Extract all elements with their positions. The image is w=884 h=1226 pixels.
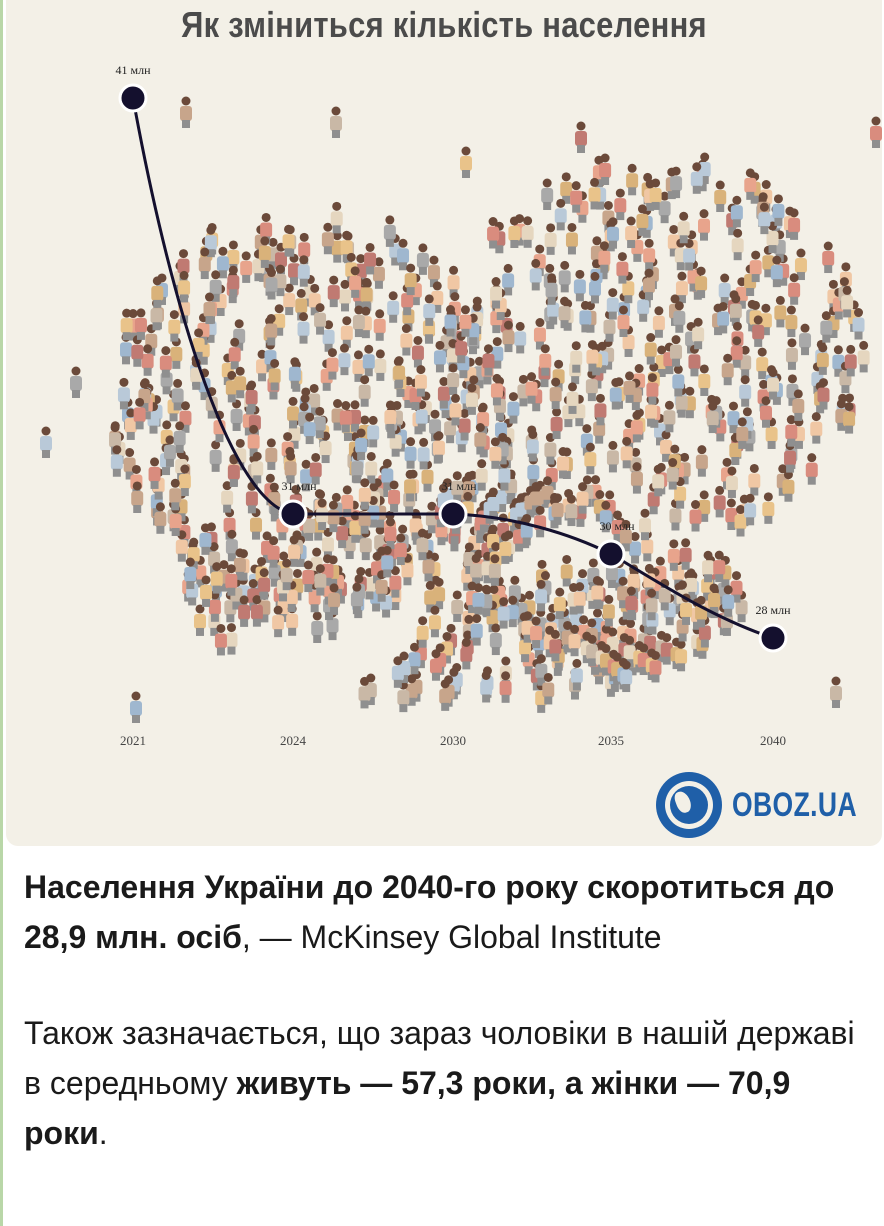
series-line (131, 97, 774, 640)
caption-paragraph-1: Населення України до 2040-го року скорот… (24, 862, 874, 962)
globe-icon (656, 772, 722, 838)
chart-title: Як зміниться кількість населення (181, 4, 707, 45)
caption-end: . (98, 1115, 108, 1151)
caption-paragraph-2: Також зазначається, що зараз чоловіки в … (24, 1008, 874, 1158)
caption-headline: Населення України до 2040-го року скорот… (24, 869, 835, 955)
data-point-2040 (758, 623, 788, 653)
data-label-2030: 31 млн (441, 479, 477, 493)
data-point-2021 (118, 83, 148, 113)
data-label-2024: 31 млн (281, 479, 317, 493)
x-tick-label: 2030 (440, 733, 466, 748)
oboz-logo[interactable]: OBOZ.UA (656, 770, 882, 840)
caption-source: , — McKinsey Global Institute (241, 919, 662, 955)
message-text: Населення України до 2040-го року скорот… (24, 862, 874, 1158)
caption-text: Також зазначається, що зараз чоловіки в … (24, 1015, 855, 1101)
data-label-2035: 30 млн (599, 519, 635, 533)
infographic-card[interactable]: Як зміниться кількість населення 41 млн 3… (6, 0, 882, 846)
caption-lifespan: живуть — 57,3 роки, а жінки — 70,9 роки (24, 1065, 791, 1151)
x-tick-label: 2040 (760, 733, 786, 748)
crowd-illustration (40, 96, 882, 723)
data-point-2024 (278, 499, 308, 529)
data-point-2030 (438, 499, 468, 529)
data-point-2035 (596, 539, 626, 569)
logo-text: OBOZ.UA (732, 785, 858, 824)
x-tick-label: 2024 (280, 733, 307, 748)
message-left-rule (0, 0, 3, 1226)
data-label-2021: 41 млн (115, 63, 151, 77)
data-label-2040: 28 млн (755, 603, 791, 617)
x-axis-ticks: 2021 2024 2030 2035 2040 (120, 733, 786, 748)
population-line (131, 97, 774, 640)
x-tick-label: 2021 (120, 733, 146, 748)
data-points: 41 млн 31 млн 31 млн 30 млн 28 млн (115, 63, 791, 653)
x-tick-label: 2035 (598, 733, 624, 748)
